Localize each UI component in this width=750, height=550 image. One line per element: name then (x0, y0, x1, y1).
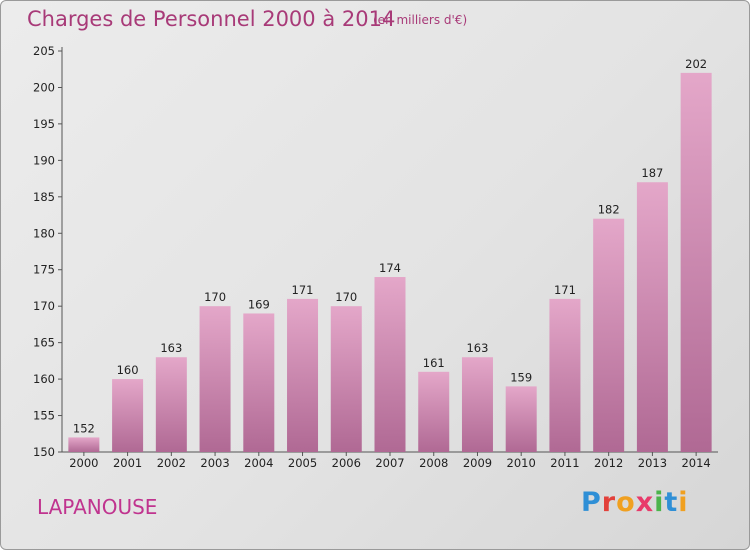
bar (418, 371, 450, 452)
data-label: 161 (423, 356, 445, 370)
bar (680, 72, 712, 452)
x-tick-label: 2010 (507, 456, 536, 470)
data-label: 163 (466, 341, 488, 355)
data-label: 171 (554, 283, 576, 297)
data-label: 159 (510, 370, 532, 384)
x-tick-label: 2003 (200, 456, 229, 470)
bar (330, 306, 362, 452)
x-tick-label: 2013 (638, 456, 667, 470)
data-label: 160 (117, 363, 139, 377)
y-tick-label: 170 (33, 299, 55, 313)
bar (549, 298, 581, 452)
x-tick-label: 2001 (113, 456, 142, 470)
bar (593, 218, 625, 452)
data-label: 202 (685, 57, 707, 71)
x-tick-label: 2004 (244, 456, 273, 470)
y-tick-label: 190 (33, 153, 55, 167)
x-tick-label: 2006 (332, 456, 361, 470)
x-tick-label: 2005 (288, 456, 317, 470)
data-label: 174 (379, 261, 401, 275)
y-tick-label: 195 (33, 117, 55, 131)
x-tick-label: 2012 (594, 456, 623, 470)
bar (243, 313, 275, 452)
y-tick-label: 155 (33, 409, 55, 423)
commune-name: LAPANOUSE (37, 495, 158, 519)
x-tick-label: 2007 (375, 456, 404, 470)
data-label: 171 (292, 283, 314, 297)
y-tick-label: 180 (33, 226, 55, 240)
bar (199, 306, 231, 452)
y-tick-label: 205 (33, 44, 55, 58)
data-label: 163 (160, 341, 182, 355)
y-tick-label: 200 (33, 80, 55, 94)
bar (112, 379, 144, 452)
x-tick-label: 2011 (550, 456, 579, 470)
data-label: 152 (73, 421, 95, 435)
chart-title: Charges de Personnel 2000 à 2014 (27, 7, 396, 31)
bar (636, 182, 668, 452)
bar (505, 386, 537, 452)
bar (461, 357, 493, 452)
y-tick-label: 165 (33, 336, 55, 350)
data-label: 170 (335, 290, 357, 304)
x-tick-label: 2000 (69, 456, 98, 470)
y-tick-label: 160 (33, 372, 55, 386)
data-label: 182 (598, 203, 620, 217)
proxiti-logo: Proxiti (581, 487, 689, 518)
bar (155, 357, 187, 452)
chart-subtitle: (en milliers d'€) (373, 13, 468, 27)
bar (287, 298, 319, 452)
bar (374, 277, 406, 452)
data-label: 187 (641, 166, 663, 180)
y-tick-label: 150 (33, 445, 55, 459)
data-label: 169 (248, 297, 270, 311)
x-tick-label: 2009 (463, 456, 492, 470)
y-tick-label: 175 (33, 263, 55, 277)
x-tick-label: 2008 (419, 456, 448, 470)
y-tick-label: 185 (33, 190, 55, 204)
data-label: 170 (204, 290, 226, 304)
x-tick-label: 2002 (157, 456, 186, 470)
bar (68, 437, 100, 452)
x-tick-label: 2014 (681, 456, 710, 470)
